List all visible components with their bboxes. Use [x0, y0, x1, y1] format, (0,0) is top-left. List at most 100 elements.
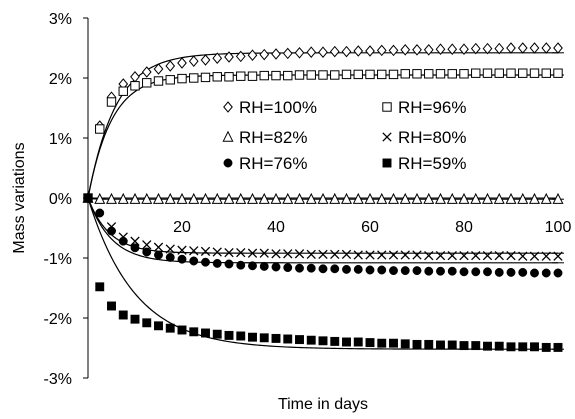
data-point [365, 338, 375, 348]
data-point [294, 249, 305, 259]
data-point [235, 192, 247, 204]
data-point [177, 57, 187, 69]
legend-marker [222, 130, 234, 142]
data-point [377, 250, 387, 260]
data-point [165, 75, 175, 85]
data-point [494, 42, 505, 55]
data-point [506, 68, 516, 78]
series-3-markers [82, 191, 564, 204]
data-point [164, 192, 176, 204]
data-point [517, 192, 529, 204]
legend-label: RH=59% [398, 154, 467, 173]
data-point [306, 263, 316, 273]
data-point [259, 261, 269, 271]
data-point [329, 45, 340, 58]
data-point [271, 70, 281, 81]
data-point [482, 250, 493, 261]
data-point [506, 250, 516, 261]
legend-item: RH=100% [223, 98, 317, 117]
data-point [529, 68, 540, 78]
data-point [540, 192, 552, 204]
data-point [283, 334, 293, 344]
data-point [411, 192, 423, 204]
legend-marker [223, 158, 233, 168]
data-point [458, 192, 470, 204]
data-point [177, 254, 187, 264]
data-point [341, 69, 352, 80]
data-point [470, 192, 482, 204]
data-point [189, 256, 199, 266]
data-point [399, 192, 411, 204]
data-point [200, 72, 211, 83]
y-tick-labels: 3% 2% 1% 0% -1% -2% -3% [44, 11, 72, 388]
data-point [282, 192, 294, 204]
data-point [294, 70, 305, 80]
data-point [459, 267, 469, 277]
data-point [365, 265, 375, 275]
y-axis-title: Mass variations [11, 142, 28, 253]
data-point [482, 42, 493, 55]
data-point [177, 245, 187, 255]
data-point [176, 192, 188, 204]
data-point [552, 192, 564, 204]
data-point [211, 192, 223, 204]
data-point [247, 71, 258, 81]
data-point [388, 69, 399, 80]
data-point [340, 192, 353, 204]
data-point [142, 318, 152, 328]
legend-marker [382, 132, 392, 142]
data-point [318, 336, 328, 346]
data-point [142, 247, 152, 257]
data-point [271, 262, 281, 272]
data-point [95, 124, 105, 134]
fit-curve-5 [87, 197, 558, 264]
data-point [400, 250, 410, 260]
data-point [177, 73, 187, 84]
data-point [107, 301, 116, 311]
data-point [130, 243, 140, 253]
data-point [212, 258, 222, 268]
data-point [553, 251, 563, 261]
legend-item: RH=59% [382, 154, 467, 173]
data-point [400, 339, 410, 349]
data-point [447, 250, 457, 261]
data-point [423, 44, 434, 56]
data-point [387, 192, 400, 204]
data-point [342, 337, 351, 347]
data-point [530, 342, 539, 352]
data-point [306, 249, 316, 260]
data-point [306, 70, 316, 80]
data-point [506, 342, 516, 352]
legend-item: RH=96% [382, 98, 467, 117]
data-point [283, 249, 293, 259]
y-tick-label: 0% [49, 191, 72, 208]
data-point [541, 42, 552, 54]
data-point [330, 336, 340, 346]
data-point [330, 264, 340, 274]
data-point [541, 251, 551, 261]
data-point [283, 70, 293, 81]
legend-item: RH=76% [223, 154, 308, 173]
data-point [247, 248, 258, 258]
data-point [529, 42, 540, 54]
data-point [224, 247, 234, 258]
data-point [553, 342, 563, 352]
data-point [236, 331, 246, 341]
data-point [364, 192, 376, 204]
data-point [412, 44, 422, 56]
data-point [95, 208, 105, 218]
data-point [459, 69, 469, 79]
data-point [518, 267, 528, 277]
data-point [459, 250, 469, 261]
data-point [188, 55, 199, 67]
data-point [518, 342, 528, 352]
data-point [353, 45, 364, 57]
data-point [94, 192, 106, 204]
data-point [446, 192, 458, 204]
data-point [236, 260, 246, 270]
data-point [493, 192, 505, 204]
legend-label: RH=76% [239, 154, 308, 173]
data-point [271, 333, 281, 343]
data-point [130, 236, 140, 246]
data-point [353, 337, 363, 347]
